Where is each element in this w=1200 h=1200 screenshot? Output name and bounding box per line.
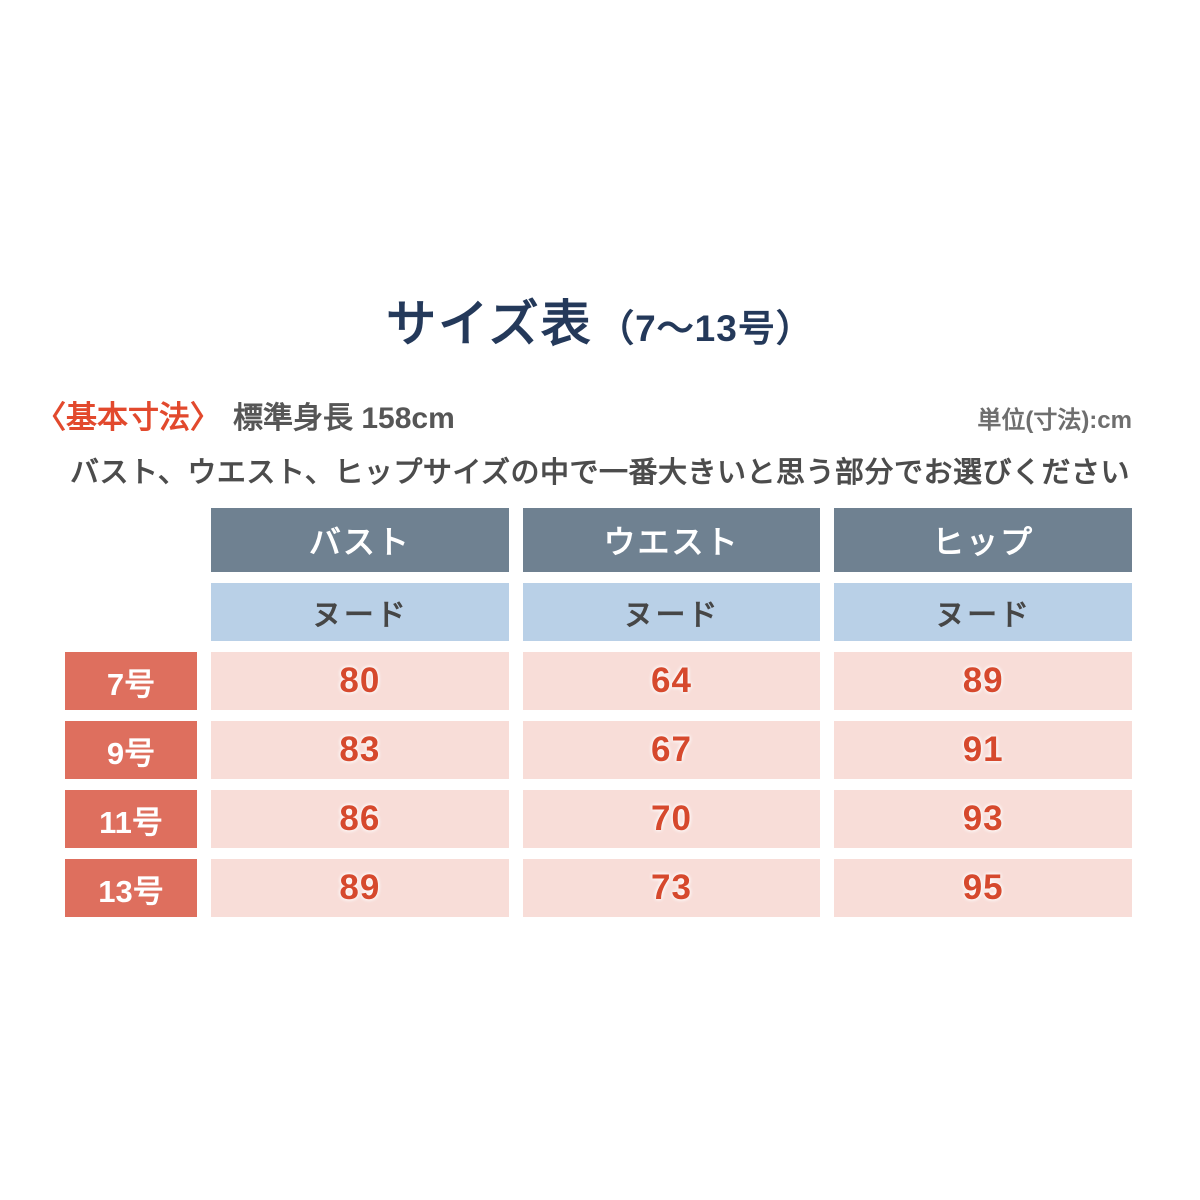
- subheader-nude-bust: ヌード: [211, 583, 509, 641]
- column-header-bust: バスト: [211, 508, 509, 572]
- value-size9-hip: 91: [834, 721, 1132, 779]
- column-header-hip: ヒップ: [834, 508, 1132, 572]
- unit-text: 単位(寸法):cm: [977, 407, 1132, 434]
- value-size13-waist: 73: [522, 859, 821, 917]
- value-size11-bust: 86: [211, 790, 509, 848]
- row-label-size-7: 7号: [65, 652, 197, 710]
- row-label-size-9: 9号: [65, 721, 197, 779]
- column-header-waist: ウエスト: [522, 508, 821, 572]
- page-title: サイズ表 （7〜13号）: [0, 284, 1200, 356]
- value-size13-hip: 95: [834, 859, 1132, 917]
- value-size7-waist: 64: [522, 652, 821, 710]
- value-size9-waist: 67: [522, 721, 821, 779]
- page-title-size-range: （7〜13号）: [597, 308, 814, 349]
- table-corner-empty: [65, 508, 197, 572]
- meta-row: 〈基本寸法〉 標準身長 158cm 単位(寸法):cm: [35, 392, 1132, 437]
- subheader-nude-hip: ヌード: [834, 583, 1132, 641]
- row-label-size-11: 11号: [65, 790, 197, 848]
- value-size11-waist: 70: [522, 790, 821, 848]
- value-size13-bust: 89: [211, 859, 509, 917]
- value-size11-hip: 93: [834, 790, 1132, 848]
- row-label-size-13: 13号: [65, 859, 197, 917]
- table-corner-empty: [65, 583, 197, 641]
- value-size7-hip: 89: [834, 652, 1132, 710]
- value-size9-bust: 83: [211, 721, 509, 779]
- size-chart-table: バスト ウエスト ヒップ ヌード ヌード ヌード 7号 80 64 89 9号 …: [65, 508, 1132, 917]
- value-size7-bust: 80: [211, 652, 509, 710]
- basic-dimensions-label: 〈基本寸法〉: [35, 400, 221, 435]
- subheader-nude-waist: ヌード: [522, 583, 821, 641]
- standard-height-text: 標準身長 158cm: [233, 402, 455, 435]
- selection-note: バスト、ウエスト、ヒップサイズの中で一番大きいと思う部分でお選びください: [70, 457, 1130, 489]
- page-title-main: サイズ表: [386, 296, 593, 352]
